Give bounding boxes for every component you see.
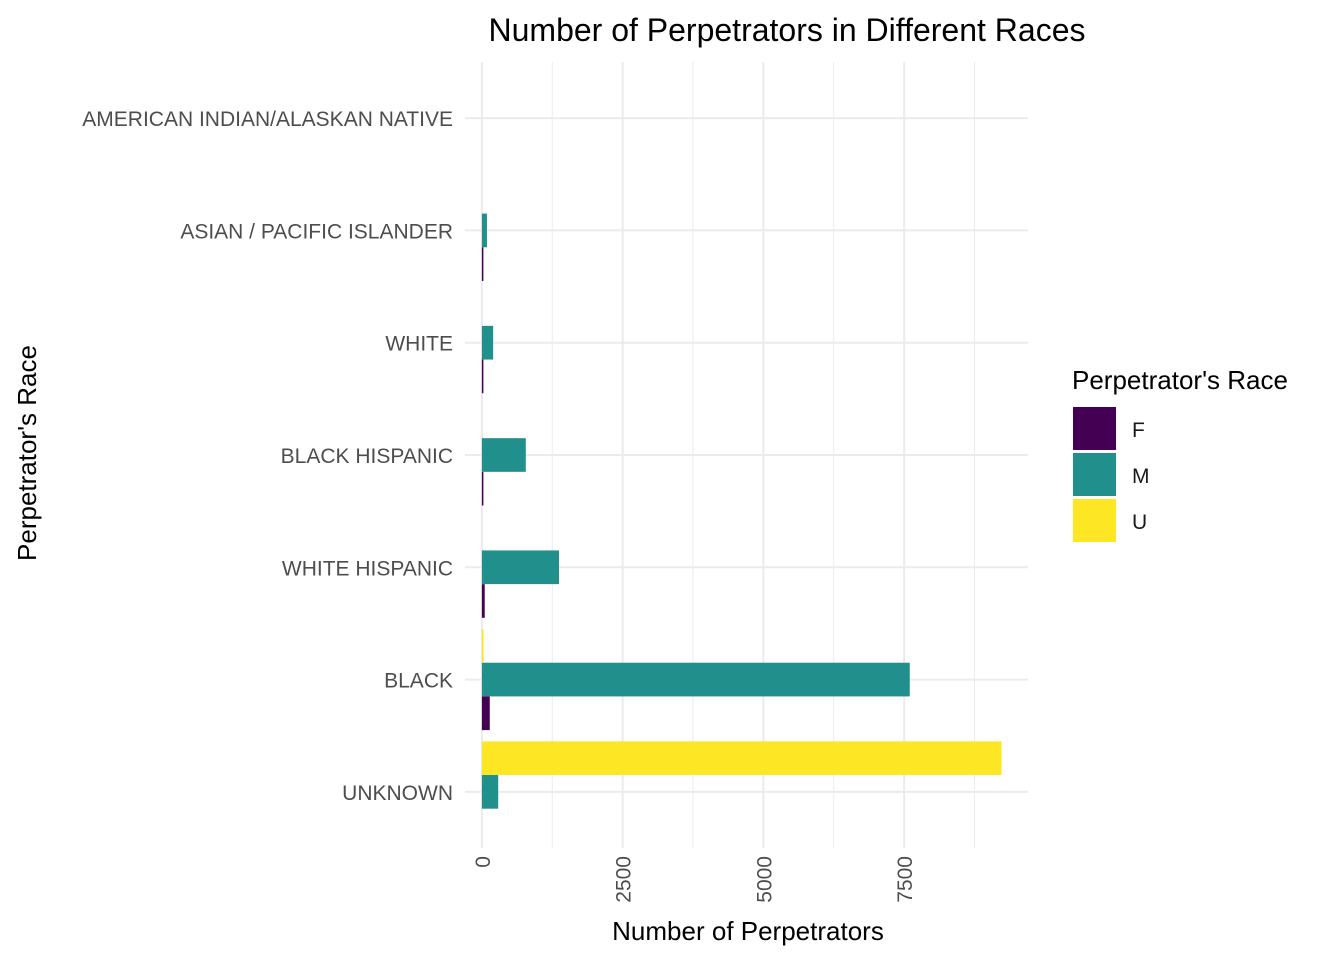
- bar-m: [481, 550, 560, 585]
- bar-f: [481, 359, 484, 394]
- legend-key-m: [1073, 453, 1116, 496]
- bar-f: [481, 584, 485, 618]
- y-tick-labels: AMERICAN INDIAN/ALASKAN NATIVE ASIAN / PA…: [82, 108, 453, 805]
- bar-m: [481, 438, 526, 472]
- x-tick-labels: 0 2500 5000 7500: [472, 856, 917, 903]
- legend-label-m: M: [1132, 465, 1150, 488]
- legend-title: Perpetrator's Race: [1072, 365, 1288, 395]
- bar-m: [481, 325, 494, 360]
- bar-m: [481, 213, 487, 248]
- bar-u: [481, 629, 484, 663]
- bar-f: [481, 247, 484, 281]
- y-tick-label: UNKNOWN: [342, 782, 453, 805]
- bars: [481, 213, 1002, 809]
- legend-label-f: F: [1132, 419, 1145, 442]
- gridlines: [465, 62, 1028, 848]
- legend-label-u: U: [1132, 511, 1147, 534]
- bar-m: [481, 775, 499, 809]
- y-axis-title: Perpetrator's Race: [12, 345, 42, 561]
- legend-items: FMU: [1073, 407, 1150, 542]
- y-tick-label: BLACK: [384, 670, 453, 693]
- y-tick-label: ASIAN / PACIFIC ISLANDER: [180, 220, 453, 243]
- y-tick-label: AMERICAN INDIAN/ALASKAN NATIVE: [82, 108, 453, 131]
- y-tick-label: WHITE: [385, 333, 453, 356]
- x-tick-label: 2500: [613, 856, 636, 903]
- x-tick-label: 7500: [894, 856, 917, 903]
- x-axis-title: Number of Perpetrators: [612, 916, 884, 946]
- bar-f: [481, 471, 484, 506]
- x-tick-label: 0: [472, 856, 495, 868]
- legend-key-u: [1073, 499, 1116, 542]
- legend-key-f: [1073, 407, 1116, 450]
- x-tick-label: 5000: [753, 856, 776, 903]
- y-tick-label: BLACK HISPANIC: [281, 445, 453, 468]
- bar-m: [481, 662, 910, 697]
- bar-u: [481, 741, 1002, 776]
- legend: Perpetrator's Race FMU: [1072, 365, 1288, 542]
- chart-title: Number of Perpetrators in Different Race…: [489, 12, 1086, 48]
- y-tick-label: WHITE HISPANIC: [282, 557, 453, 580]
- bar-f: [481, 696, 490, 731]
